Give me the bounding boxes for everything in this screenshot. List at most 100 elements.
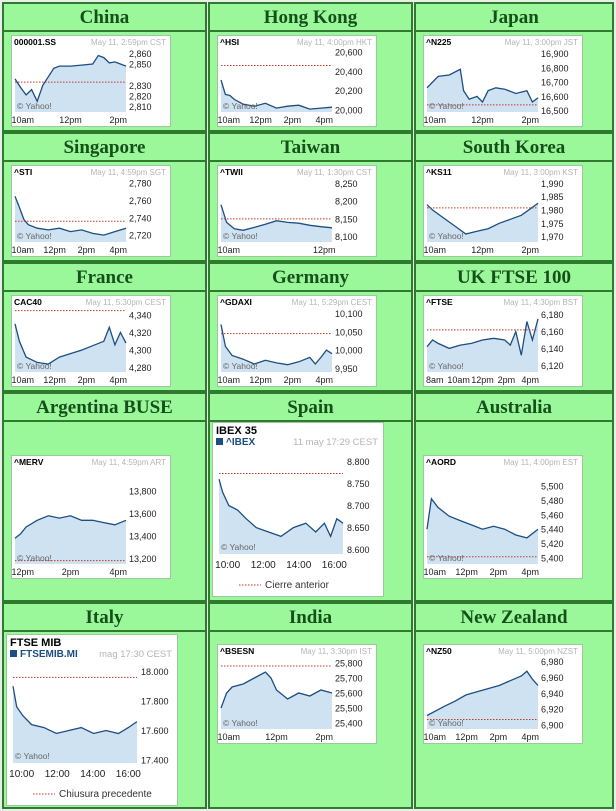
y-tick-label: 4,300: [129, 346, 152, 356]
series-line: [14, 54, 127, 104]
market-title[interactable]: Italy: [4, 604, 205, 632]
market-cell-south-korea: South Korea ^KS11 May 11, 3:00pm KST 1,990 1…: [414, 132, 614, 262]
chart-card[interactable]: ^BSESN May 11, 3:30pm IST 25,800 25,700 25,6…: [217, 644, 377, 744]
x-tick-label: 10am: [424, 567, 446, 577]
index-symbol: ^STI: [14, 167, 32, 177]
market-title[interactable]: Argentina BUSE: [4, 394, 205, 422]
x-tick-label: 16:00: [322, 560, 347, 571]
x-tick-label: 8am: [426, 375, 444, 385]
market-title[interactable]: Taiwan: [210, 134, 411, 162]
series-area: [13, 686, 137, 763]
x-tick-label: 10am: [218, 375, 240, 385]
x-tick-label: 4pm: [521, 375, 539, 385]
index-symbol: ^BSESN: [220, 646, 254, 656]
y-tick-label: 5,480: [541, 496, 564, 506]
x-tick-label: 10am: [218, 245, 240, 255]
yahoo-credit: © Yahoo!: [429, 101, 464, 111]
market-title[interactable]: Spain: [210, 394, 411, 422]
series-area: [221, 204, 332, 242]
y-tick-label: 8,100: [335, 232, 358, 242]
yahoo-credit: © Yahoo!: [223, 361, 258, 371]
market-title[interactable]: Singapore: [4, 134, 205, 162]
x-tick-label: 4pm: [109, 245, 127, 255]
y-tick-label: 16,500: [541, 106, 569, 116]
x-tick-label: 10am: [447, 375, 470, 385]
series-line: [14, 515, 127, 539]
timestamp: May 11, 3:30pm IST: [301, 647, 373, 656]
market-title[interactable]: Hong Kong: [210, 4, 411, 32]
chart-card[interactable]: ^MERV May 11, 4:59pm ART 13,800 13,600 13,40…: [11, 455, 171, 579]
x-tick-label: 2pm: [490, 567, 508, 577]
index-symbol: ^MERV: [14, 457, 44, 467]
x-tick-label: 2pm: [498, 375, 516, 385]
chart-card[interactable]: ^AORD May 11, 4:00pm EST 5,500 5,480 5,460 5,…: [423, 455, 583, 579]
y-tick-label: 13,600: [129, 509, 157, 519]
chart-card[interactable]: ^HSI May 11, 4:00pm HKT 20,600 20,400 20,200…: [217, 35, 377, 127]
chart-svg: ^FTSE May 11, 4:30pm BST 6,180 6,160 6,140 6,…: [426, 297, 578, 385]
y-tick-label: 4,280: [129, 363, 152, 373]
chart-card[interactable]: CAC40 May 11, 5:30pm CEST 4,340 4,320 4,300 4…: [11, 295, 171, 387]
x-tick-label: 12pm: [249, 375, 272, 385]
series-line: [220, 204, 333, 231]
series-line: [14, 323, 127, 365]
market-title[interactable]: Japan: [416, 4, 612, 32]
chart-card[interactable]: ^GDAXI May 11, 5:29pm CEST 10,100 10,050 10,…: [217, 295, 377, 387]
yahoo-credit: © Yahoo!: [223, 718, 258, 728]
yahoo-credit: © Yahoo!: [17, 101, 52, 111]
x-tick-label: 12pm: [313, 245, 336, 255]
y-tick-label: 9,950: [335, 364, 358, 374]
series-area: [15, 515, 126, 564]
y-tick-label: 6,980: [541, 657, 564, 667]
chart-svg: ^MERV May 11, 4:59pm ART 13,800 13,600 13,40…: [12, 457, 166, 577]
timestamp: May 11, 4:00pm HKT: [297, 38, 372, 47]
market-title[interactable]: Australia: [416, 394, 612, 422]
y-tick-label: 5,460: [541, 510, 564, 520]
chart-card[interactable]: 000001.SS May 11, 2:59pm CST 2,860 2,850 2,8…: [11, 35, 171, 127]
market-cell-argentina-buse: Argentina BUSE ^MERV May 11, 4:59pm ART 13,…: [2, 392, 207, 602]
market-title[interactable]: India: [210, 604, 411, 632]
market-title[interactable]: China: [4, 4, 205, 32]
market-cell-germany: Germany ^GDAXI May 11, 5:29pm CEST 10,100 10…: [208, 262, 413, 392]
x-tick-label: 10am: [218, 732, 240, 742]
y-tick-label: 8.800: [347, 457, 370, 467]
timestamp: May 11, 5:00pm NZST: [498, 647, 578, 656]
yahoo-credit: © Yahoo!: [429, 361, 464, 371]
chart-card[interactable]: ^KS11 May 11, 3:00pm KST 1,990 1,985 1,980 1,…: [423, 165, 583, 257]
market-title[interactable]: Germany: [210, 264, 411, 292]
market-title[interactable]: South Korea: [416, 134, 612, 162]
y-tick-label: 8.650: [347, 523, 370, 533]
y-tick-label: 8.600: [347, 545, 370, 555]
market-title[interactable]: UK FTSE 100: [416, 264, 612, 292]
x-tick-label: 4pm: [521, 732, 539, 742]
timestamp: 11 may 17:29 CEST: [293, 437, 378, 448]
market-cell-uk-ftse-100: UK FTSE 100 ^FTSE May 11, 4:30pm BST 6,180 6…: [414, 262, 614, 392]
market-title[interactable]: France: [4, 264, 205, 292]
chart-card[interactable]: ^FTSE May 11, 4:30pm BST 6,180 6,160 6,140 6,…: [423, 295, 583, 387]
chart-card[interactable]: ^N225 May 11, 3:00pm JST 16,900 16,800 16,70…: [423, 35, 583, 127]
market-cell-france: France CAC40 May 11, 5:30pm CEST 4,340 4,320…: [2, 262, 207, 392]
x-tick-label: 12:00: [45, 769, 70, 780]
y-tick-label: 10,100: [335, 309, 363, 319]
chart-card[interactable]: IBEX 35 ^IBEX 11 may 17:29 CEST 8.800 8.750 8…: [212, 422, 384, 597]
x-tick-label: 2pm: [521, 245, 539, 255]
x-tick-label: 4pm: [521, 567, 539, 577]
y-tick-label: 6,900: [541, 721, 564, 731]
y-tick-label: 8,150: [335, 214, 358, 224]
chart-card[interactable]: ^TWII May 11, 1:30pm CST 8,250 8,200 8,150 8,…: [217, 165, 377, 257]
chart-svg: ^KS11 May 11, 3:00pm KST 1,990 1,985 1,980 1,…: [424, 167, 578, 255]
y-tick-label: 2,780: [129, 179, 152, 189]
yahoo-credit: © Yahoo!: [17, 231, 52, 241]
series-line: [426, 670, 539, 717]
chart-card[interactable]: ^STI May 11, 4:59pm SGT 2,780 2,760 2,740 2,7…: [11, 165, 171, 257]
index-symbol: ^IBEX: [226, 437, 256, 448]
chart-card[interactable]: FTSE MIB FTSEMIB.MI mag 17:30 CEST 18.000 17…: [6, 634, 178, 806]
market-title[interactable]: New Zealand: [416, 604, 612, 632]
y-tick-label: 20,400: [335, 67, 363, 77]
chart-card[interactable]: ^NZ50 May 11, 5:00pm NZST 6,980 6,960 6,940 6…: [423, 644, 583, 744]
y-tick-label: 2,860: [129, 49, 152, 59]
y-tick-label: 5,440: [541, 525, 564, 535]
index-symbol: ^FTSE: [426, 297, 453, 307]
series-line: [426, 318, 539, 356]
series-area: [427, 498, 538, 564]
x-tick-label: 2pm: [78, 375, 96, 385]
